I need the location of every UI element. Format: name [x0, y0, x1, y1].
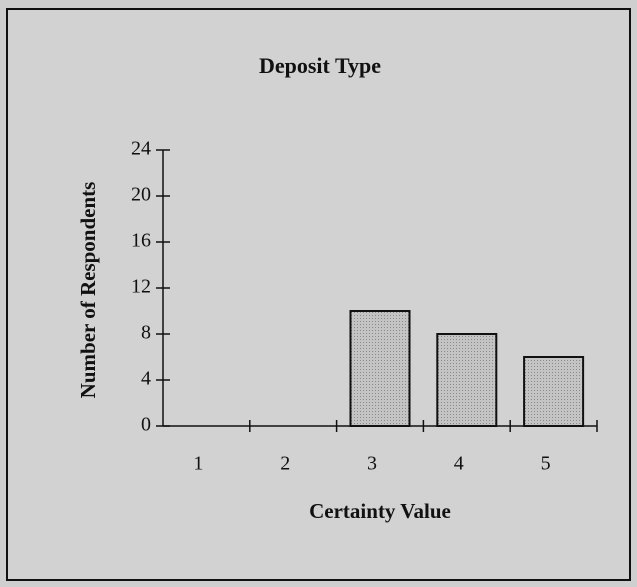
x-tick-label: 1: [193, 453, 203, 475]
frame: [6, 8, 631, 581]
bar: [436, 333, 498, 427]
y-tick-label: 4: [141, 368, 151, 390]
x-tick-label: 4: [454, 453, 464, 475]
y-tick-label: 20: [131, 184, 151, 206]
bar: [523, 356, 585, 427]
y-tick-label: 12: [131, 276, 151, 298]
y-tick-label: 24: [131, 138, 151, 160]
x-axis-label: Certainty Value: [309, 499, 451, 523]
y-tick-label: 8: [141, 322, 151, 344]
bar: [349, 310, 411, 427]
x-tick-label: 3: [367, 453, 377, 475]
chart-title: Deposit Type: [259, 53, 381, 78]
y-tick-label: 0: [141, 414, 151, 436]
x-tick-label: 2: [280, 453, 290, 475]
y-tick-label: 16: [131, 230, 151, 252]
x-tick-label: 5: [541, 453, 551, 475]
y-axis-label: Number of Respondents: [76, 182, 100, 399]
